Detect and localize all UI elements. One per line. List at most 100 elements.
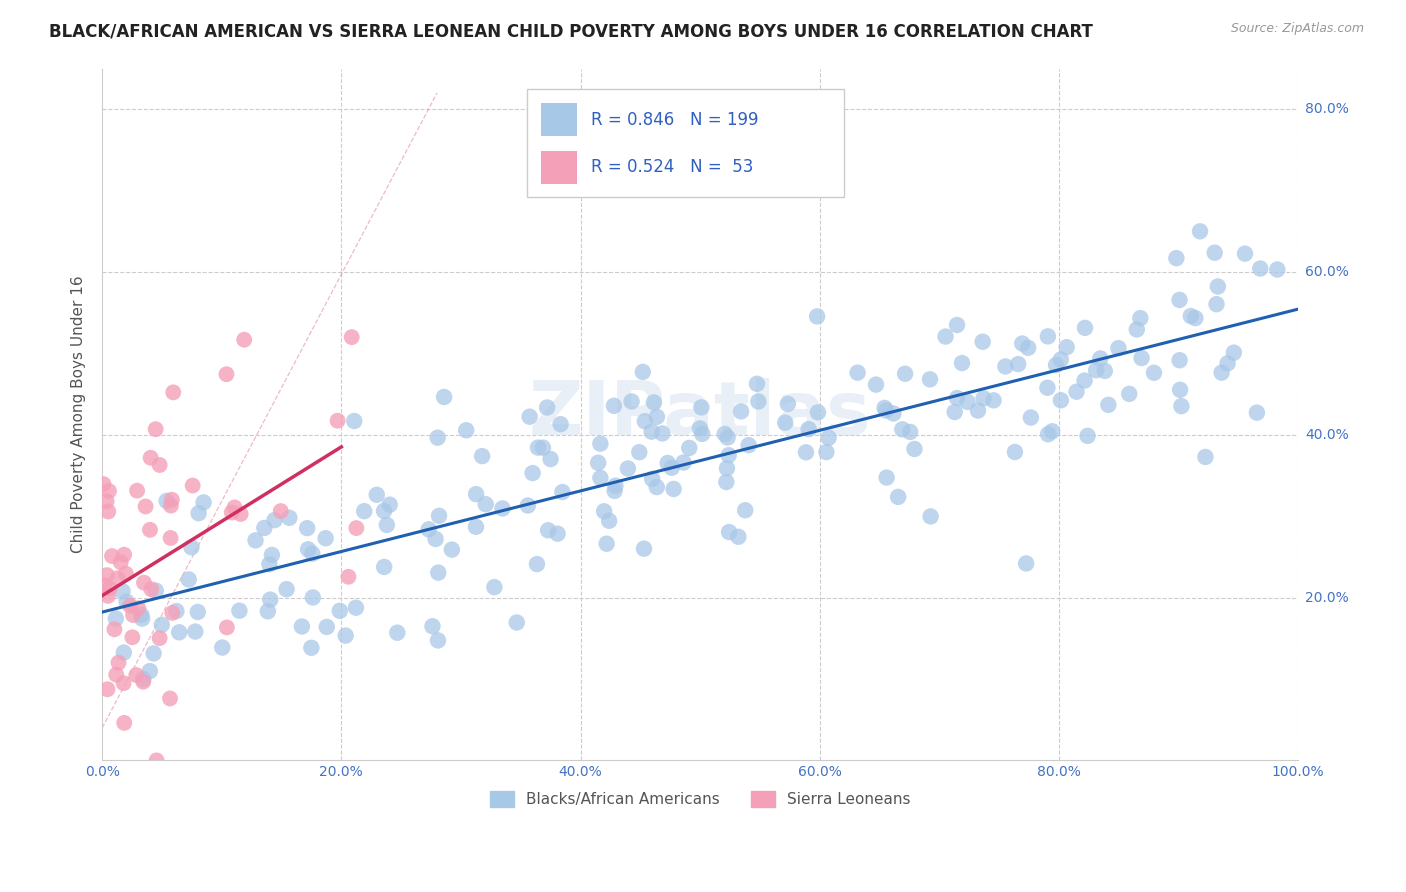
Point bbox=[187, 506, 209, 520]
Text: BLACK/AFRICAN AMERICAN VS SIERRA LEONEAN CHILD POVERTY AMONG BOYS UNDER 16 CORRE: BLACK/AFRICAN AMERICAN VS SIERRA LEONEAN… bbox=[49, 22, 1092, 40]
Point bbox=[1007, 357, 1029, 371]
Point bbox=[806, 310, 828, 324]
Point bbox=[375, 518, 398, 533]
Point bbox=[661, 460, 683, 475]
Point bbox=[1118, 387, 1140, 401]
Point bbox=[1017, 341, 1039, 355]
Point bbox=[373, 504, 395, 518]
Text: 80.0%: 80.0% bbox=[1305, 103, 1348, 116]
Point bbox=[526, 557, 548, 571]
Point bbox=[875, 403, 897, 417]
Point bbox=[112, 646, 135, 660]
Point bbox=[139, 523, 162, 537]
Point bbox=[131, 612, 153, 626]
Point bbox=[291, 619, 314, 633]
Point bbox=[1168, 293, 1191, 307]
Point bbox=[1129, 311, 1152, 326]
Text: 40.0%: 40.0% bbox=[1305, 428, 1348, 442]
Point bbox=[315, 531, 337, 545]
Point bbox=[162, 385, 184, 400]
Text: 20.0%: 20.0% bbox=[1305, 591, 1348, 605]
Point bbox=[104, 611, 127, 625]
Point bbox=[589, 436, 612, 450]
Point bbox=[135, 500, 157, 514]
Point bbox=[259, 592, 281, 607]
Point bbox=[165, 604, 187, 618]
Point bbox=[344, 521, 367, 535]
Point bbox=[956, 395, 979, 409]
Point bbox=[425, 532, 447, 546]
Point bbox=[465, 520, 488, 534]
Point bbox=[920, 509, 942, 524]
Point bbox=[315, 620, 337, 634]
Point bbox=[456, 423, 478, 437]
Point bbox=[427, 508, 450, 523]
Point bbox=[678, 441, 700, 455]
Point bbox=[1249, 261, 1271, 276]
Point bbox=[149, 631, 172, 645]
Point bbox=[295, 521, 318, 535]
Point bbox=[98, 484, 121, 499]
Point bbox=[946, 391, 969, 405]
Point bbox=[329, 604, 352, 618]
Point bbox=[1077, 429, 1099, 443]
Point bbox=[645, 409, 668, 424]
Point bbox=[531, 441, 554, 455]
Point bbox=[815, 445, 838, 459]
Point bbox=[641, 472, 664, 486]
Point bbox=[1085, 363, 1108, 377]
Point bbox=[299, 640, 322, 655]
Point bbox=[522, 466, 544, 480]
Point bbox=[1180, 309, 1202, 323]
Point bbox=[259, 558, 281, 572]
Text: ZIPatlas: ZIPatlas bbox=[529, 378, 872, 451]
Point bbox=[112, 676, 135, 690]
Point bbox=[103, 623, 125, 637]
Point bbox=[101, 549, 124, 563]
Point bbox=[127, 483, 149, 498]
Point bbox=[491, 501, 513, 516]
Text: 60.0%: 60.0% bbox=[1305, 265, 1348, 279]
Point bbox=[105, 571, 128, 585]
Point bbox=[111, 584, 134, 599]
Point bbox=[1216, 356, 1239, 370]
Point bbox=[718, 524, 741, 539]
Point bbox=[918, 372, 941, 386]
Point bbox=[1015, 557, 1038, 571]
Point bbox=[633, 541, 655, 556]
Point bbox=[589, 471, 612, 485]
Point bbox=[1265, 262, 1288, 277]
Text: Source: ZipAtlas.com: Source: ZipAtlas.com bbox=[1230, 22, 1364, 36]
Point bbox=[97, 589, 120, 603]
Point bbox=[263, 513, 285, 527]
Y-axis label: Child Poverty Among Boys Under 16: Child Poverty Among Boys Under 16 bbox=[72, 276, 86, 553]
Point bbox=[551, 485, 574, 500]
Point bbox=[662, 482, 685, 496]
Point bbox=[112, 715, 135, 730]
Point bbox=[1011, 336, 1033, 351]
Point bbox=[628, 445, 651, 459]
Point bbox=[181, 478, 204, 492]
Point bbox=[1189, 224, 1212, 238]
Point bbox=[1036, 427, 1059, 442]
Point bbox=[817, 431, 839, 445]
Point bbox=[846, 366, 869, 380]
Point bbox=[1094, 364, 1116, 378]
Point bbox=[105, 667, 128, 681]
Point bbox=[484, 580, 506, 594]
Point bbox=[427, 566, 450, 580]
Point bbox=[340, 330, 363, 344]
Point bbox=[366, 488, 388, 502]
Point bbox=[617, 461, 640, 475]
Point bbox=[184, 624, 207, 639]
Point bbox=[887, 490, 910, 504]
Point bbox=[690, 426, 713, 441]
Point bbox=[943, 405, 966, 419]
Point bbox=[950, 356, 973, 370]
Point bbox=[193, 495, 215, 509]
Point bbox=[631, 365, 654, 379]
Point bbox=[1143, 366, 1166, 380]
Point bbox=[301, 547, 323, 561]
Point bbox=[139, 664, 162, 678]
Point bbox=[598, 514, 620, 528]
